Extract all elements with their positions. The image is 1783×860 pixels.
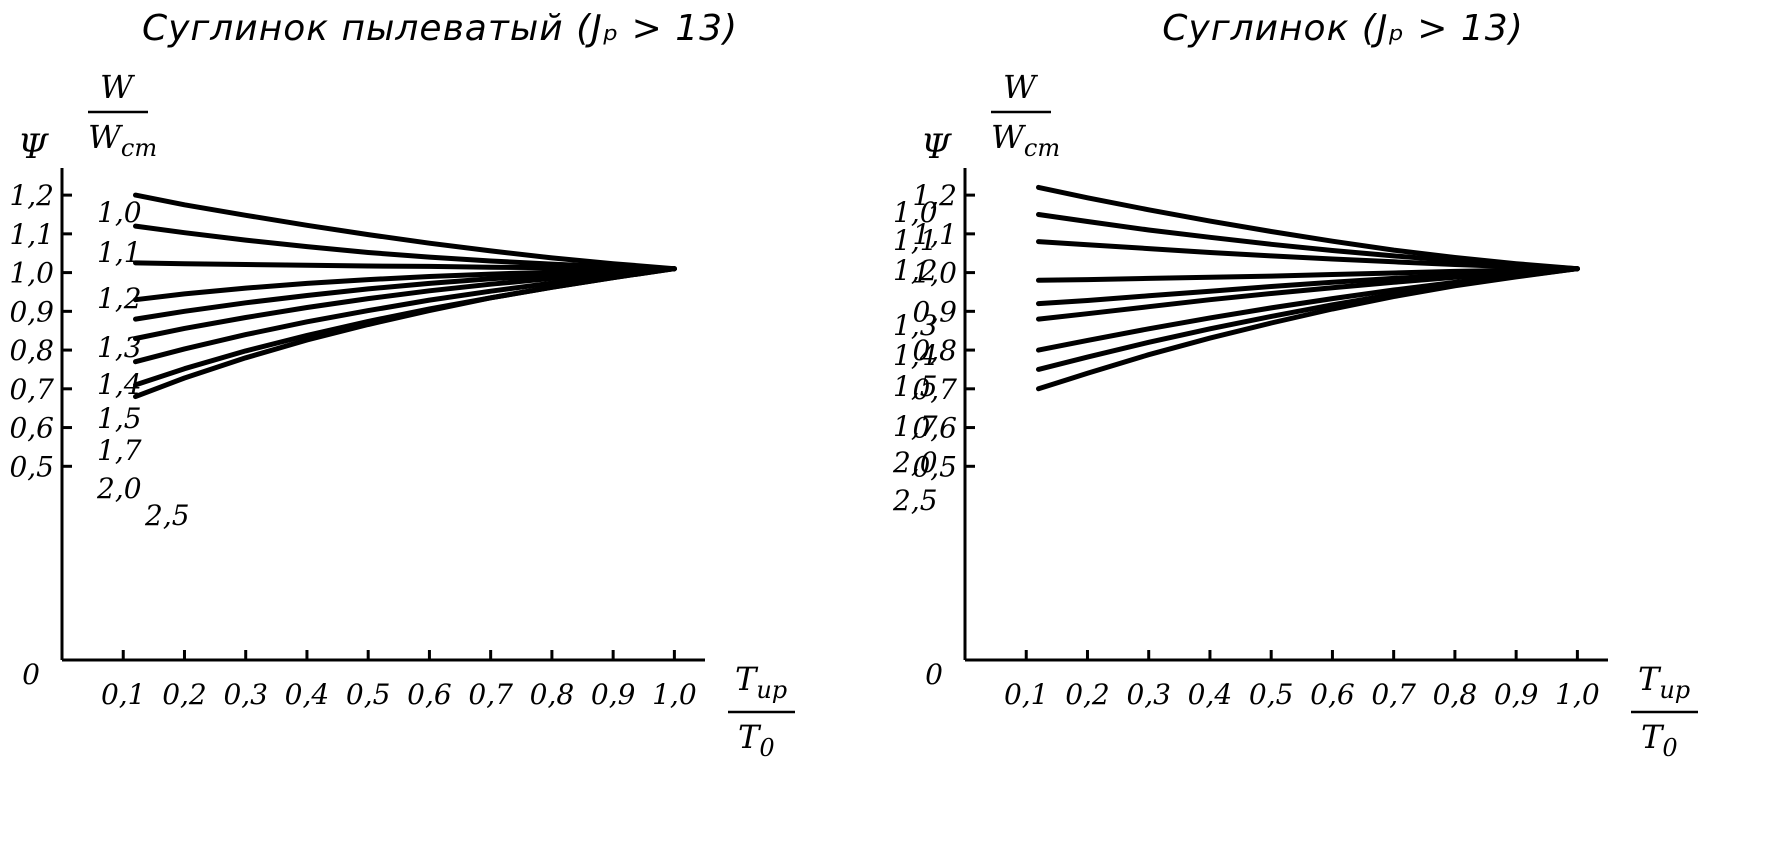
x-tick-label: 0,1 — [101, 678, 146, 711]
y-tick-label: 0,8 — [9, 334, 54, 367]
chart-plot: 0,1 0,2 0,3 0,4 0,5 0,6 0,7 0,8 0,9 1,0 0,5 0,6 0,7 0… — [892, 68, 1698, 762]
series-label: 1,3 — [97, 331, 142, 364]
x-tick-label: 1,0 — [1555, 678, 1600, 711]
series-label: 2,0 — [96, 472, 142, 505]
chart-plot: 0,1 0,2 0,3 0,4 0,5 0,6 0,7 0,8 0,9 1,0 0,5 0,6 0,7 0… — [9, 68, 795, 762]
origin-label: 0 — [925, 658, 943, 691]
x-tick-label: 0,3 — [1126, 678, 1171, 711]
y-tick-label: 1,1 — [9, 218, 54, 251]
series-line — [133, 260, 677, 272]
x-tick-label: 0,3 — [223, 678, 268, 711]
y-tick-label: 0,5 — [912, 450, 957, 483]
series-line — [133, 266, 677, 322]
y-tick-label: 0,6 — [912, 412, 957, 445]
series-label: 2,5 — [144, 499, 190, 532]
series-label: 1,1 — [893, 224, 938, 257]
y-tick-label: 0,5 — [9, 450, 54, 483]
x-tick-label: 0,4 — [285, 678, 330, 711]
x-axis-label-denominator: T0 — [738, 718, 775, 762]
x-tick-label: 0,8 — [530, 678, 575, 711]
y-tick-label: 1,2 — [912, 179, 957, 212]
x-tick-label: 0,1 — [1004, 678, 1049, 711]
series-label: 1,0 — [893, 196, 938, 229]
y-tick-label: 0,9 — [912, 295, 957, 328]
x-tick-label: 0,6 — [1310, 678, 1355, 711]
y-tick-label: 0,8 — [912, 334, 957, 367]
x-tick-label: 0,5 — [1249, 678, 1294, 711]
chart-left: Суглинок пылеватый (Jₚ > 13) 0,1 0,2 0,3 0,… — [0, 0, 880, 860]
y-axis-label: Ψ — [921, 127, 952, 167]
y-tick-label: 1,0 — [9, 257, 54, 290]
series-label: 1,4 — [893, 339, 938, 372]
x-axis-label-denominator: T0 — [1641, 718, 1678, 762]
chart-title: Суглинок пылеватый (Jₚ > 13) — [141, 8, 739, 49]
series-label: 2,5 — [892, 484, 938, 517]
series-header-numerator: W — [100, 68, 136, 106]
chart-title: Суглинок (Jₚ > 13) — [1162, 8, 1524, 49]
series-header-denominator: Wст — [991, 118, 1060, 162]
series-header-numerator: W — [1003, 68, 1039, 106]
x-tick-label: 1,0 — [652, 678, 697, 711]
series-label: 1,0 — [97, 196, 142, 229]
x-tick-label: 0,2 — [162, 678, 207, 711]
y-tick-label: 0,9 — [9, 295, 54, 328]
x-tick-label: 0,8 — [1433, 678, 1478, 711]
x-tick-label: 0,7 — [468, 678, 513, 711]
x-tick-label: 0,2 — [1065, 678, 1110, 711]
series-label: 1,5 — [893, 370, 938, 403]
x-tick-label: 0,4 — [1188, 678, 1233, 711]
series-line — [1036, 266, 1580, 322]
series-line — [1036, 266, 1580, 392]
x-tick-label: 0,7 — [1371, 678, 1416, 711]
series-line — [133, 266, 677, 341]
series-label: 1,5 — [97, 402, 142, 435]
x-axis-label-numerator: Tир — [735, 660, 787, 704]
series-label: 1,2 — [893, 254, 938, 287]
y-tick-label: 1,1 — [912, 218, 957, 251]
x-axis-label-numerator: Tир — [1638, 660, 1690, 704]
y-tick-label: 0,6 — [9, 412, 54, 445]
x-tick-label: 0,5 — [346, 678, 391, 711]
chart-right: Суглинок (Jₚ > 13) 0,1 0,2 0,3 0,4 0,5 0,6 0,7… — [892, 0, 1783, 860]
series-label: 1,3 — [893, 309, 938, 342]
series-line — [133, 266, 677, 365]
series-line — [1036, 239, 1580, 272]
series-label: 1,7 — [97, 434, 142, 467]
y-tick-label: 1,2 — [9, 179, 54, 212]
y-axis-label: Ψ — [18, 127, 49, 167]
series-line — [133, 266, 677, 400]
series-header-denominator: Wст — [88, 118, 157, 162]
series-line — [133, 192, 677, 272]
y-tick-label: 1,0 — [912, 257, 957, 290]
x-tick-label: 0,9 — [591, 678, 636, 711]
y-tick-label: 0,7 — [912, 373, 957, 406]
x-tick-label: 0,6 — [407, 678, 452, 711]
origin-label: 0 — [22, 658, 40, 691]
series-label: 1,7 — [893, 410, 938, 443]
series-label: 2,0 — [892, 446, 938, 479]
y-tick-label: 0,7 — [9, 373, 54, 406]
series-line — [1036, 212, 1580, 272]
x-tick-label: 0,9 — [1494, 678, 1539, 711]
